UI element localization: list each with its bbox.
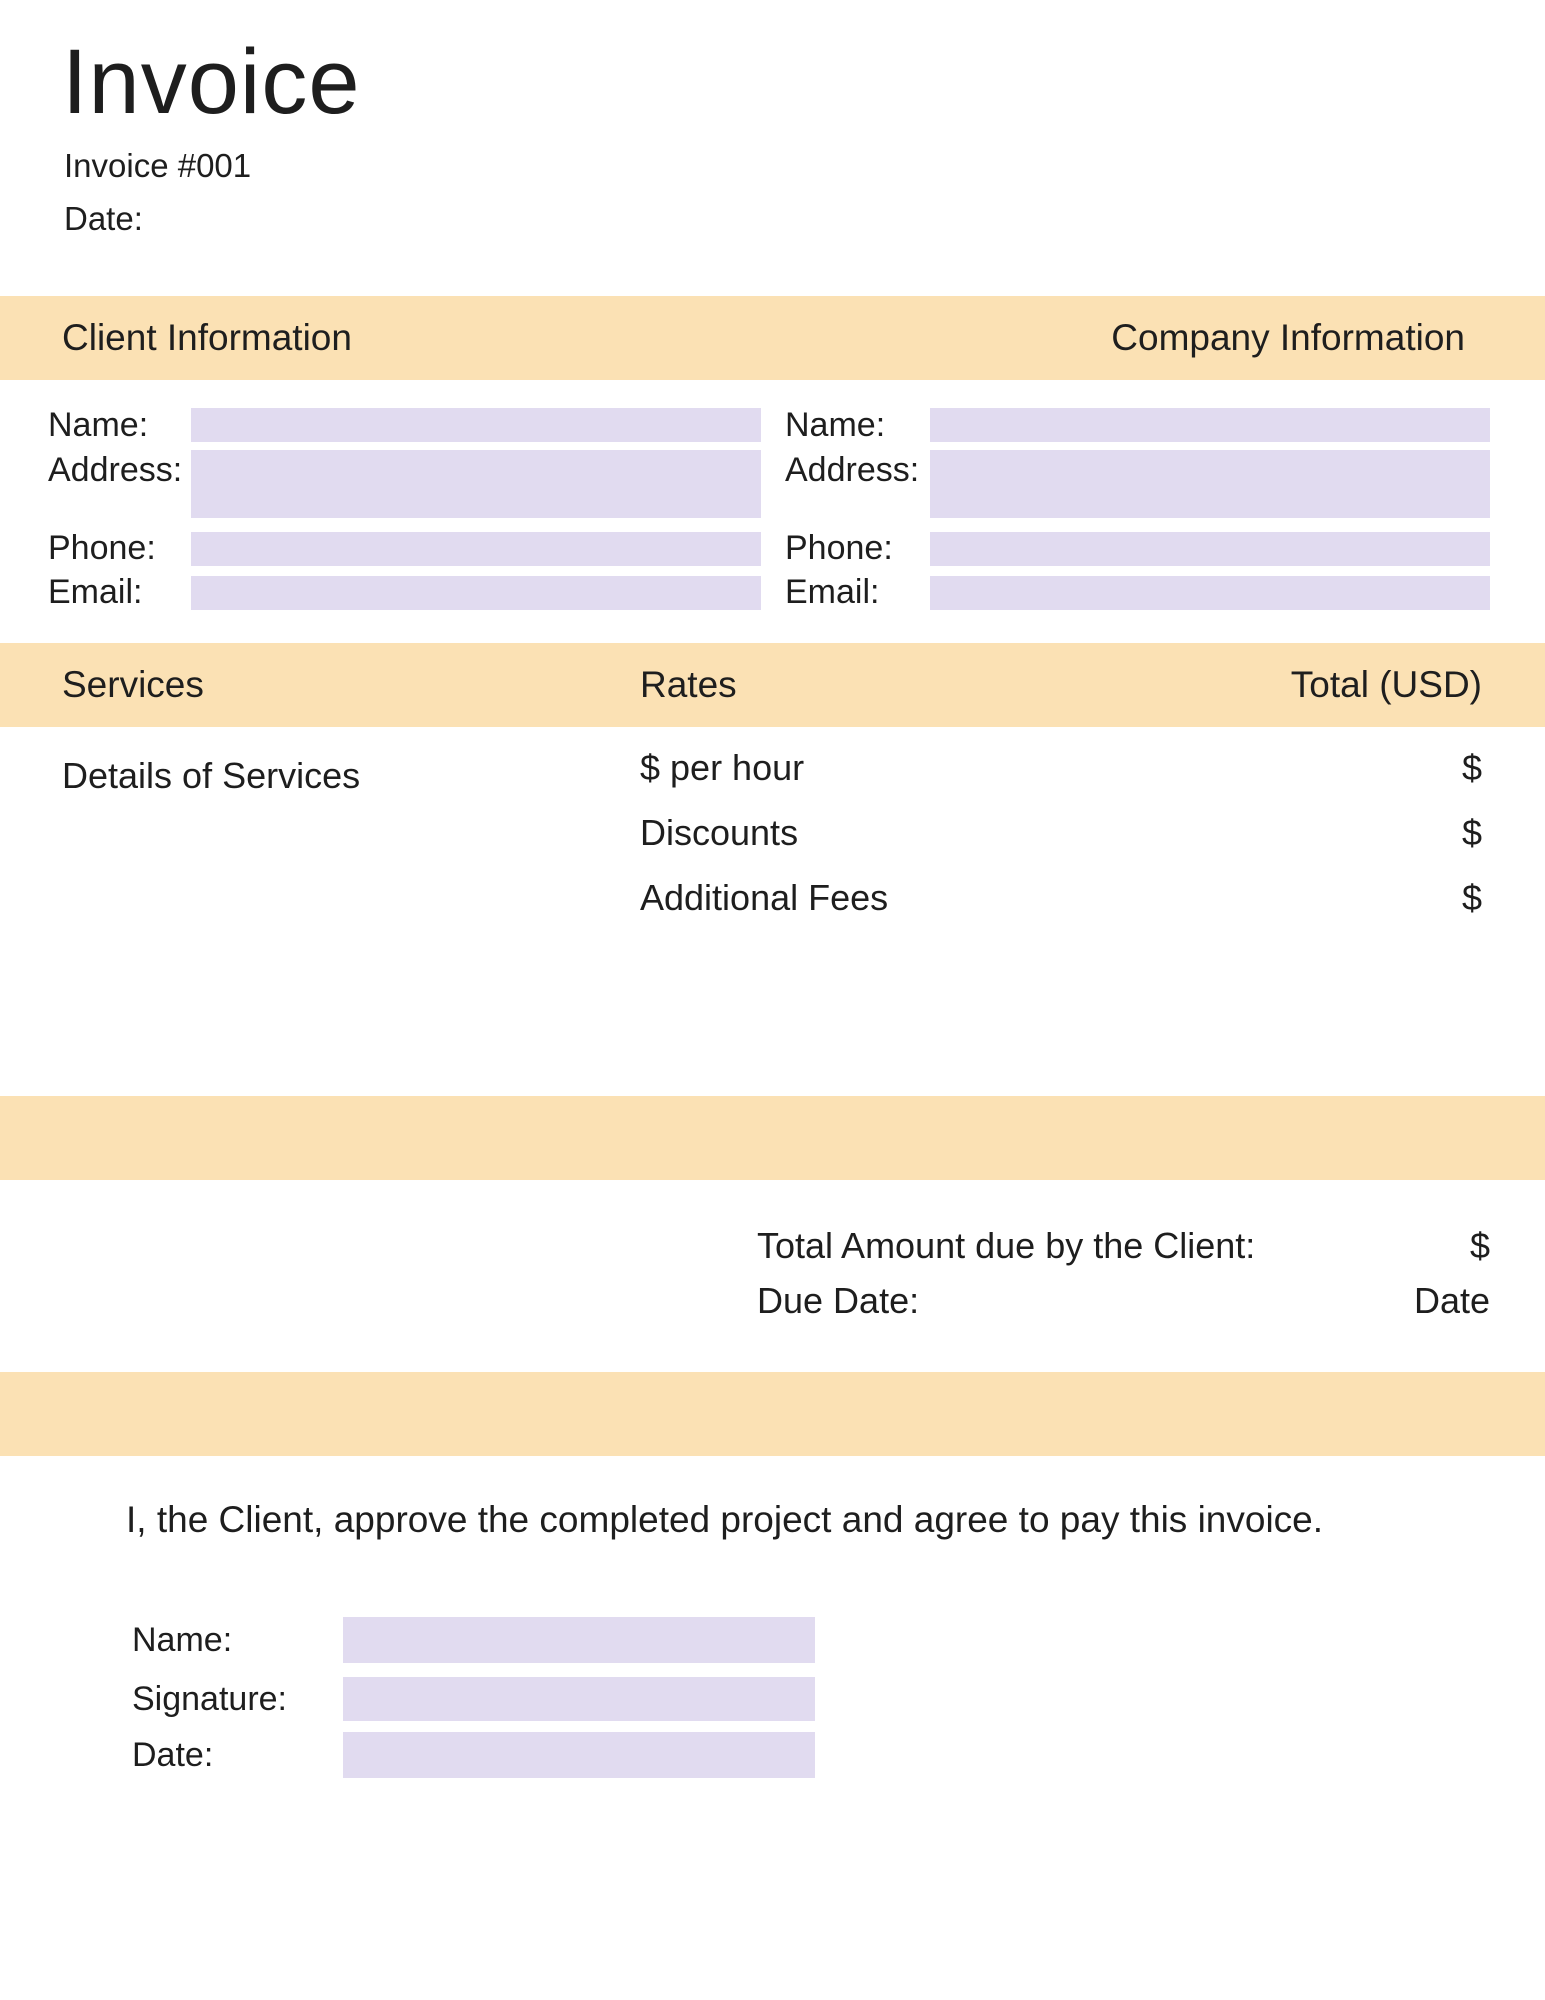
- client-address-input[interactable]: [191, 450, 761, 518]
- company-email-label: Email:: [785, 572, 880, 611]
- services-column-header: Services: [62, 664, 204, 705]
- total-row-additional-fees: $: [1461, 877, 1482, 918]
- due-date-label: Due Date:: [757, 1280, 920, 1321]
- client-name-label: Name:: [48, 405, 149, 444]
- total-row-per-hour: $: [1461, 747, 1482, 788]
- invoice-number: Invoice #001: [64, 147, 252, 184]
- rates-column-header: Rates: [640, 664, 737, 705]
- company-address-label: Address:: [785, 450, 920, 489]
- signature-date-input[interactable]: [343, 1732, 815, 1778]
- signature-signature-input[interactable]: [343, 1677, 815, 1721]
- page-title: Invoice: [62, 31, 361, 133]
- client-email-label: Email:: [48, 572, 143, 611]
- company-information-header: Company Information: [1111, 317, 1465, 358]
- total-column-header: Total (USD): [1290, 664, 1482, 705]
- company-phone-input[interactable]: [930, 532, 1490, 566]
- total-row-discounts: $: [1461, 812, 1482, 853]
- company-email-input[interactable]: [930, 576, 1490, 610]
- company-address-input[interactable]: [930, 450, 1490, 518]
- separator-band-lower: [0, 1372, 1545, 1456]
- total-amount-due-label: Total Amount due by the Client:: [757, 1225, 1256, 1266]
- rate-row-per-hour: $ per hour: [640, 747, 805, 788]
- rate-row-additional-fees: Additional Fees: [640, 877, 889, 918]
- rate-row-discounts: Discounts: [640, 812, 799, 853]
- client-approval-statement: I, the Client, approve the completed pro…: [126, 1499, 1324, 1540]
- signature-name-label: Name:: [132, 1620, 233, 1659]
- signature-date-label: Date:: [132, 1735, 214, 1774]
- total-amount-due-value: $: [1469, 1225, 1490, 1266]
- signature-signature-label: Signature:: [132, 1679, 287, 1718]
- company-name-input[interactable]: [930, 408, 1490, 442]
- client-information-header: Client Information: [62, 317, 352, 358]
- invoice-date-label: Date:: [64, 200, 143, 237]
- details-of-services-label: Details of Services: [62, 755, 361, 796]
- client-email-input[interactable]: [191, 576, 761, 610]
- client-name-input[interactable]: [191, 408, 761, 442]
- info-header-band: Client Information Company Information: [0, 296, 1545, 380]
- company-phone-label: Phone:: [785, 528, 893, 567]
- separator-band-upper: [0, 1096, 1545, 1180]
- company-name-label: Name:: [785, 405, 886, 444]
- due-date-value: Date: [1413, 1280, 1490, 1321]
- client-phone-input[interactable]: [191, 532, 761, 566]
- client-phone-label: Phone:: [48, 528, 156, 567]
- client-address-label: Address:: [48, 450, 183, 489]
- signature-name-input[interactable]: [343, 1617, 815, 1663]
- services-header-band: Services Rates Total (USD): [0, 643, 1545, 727]
